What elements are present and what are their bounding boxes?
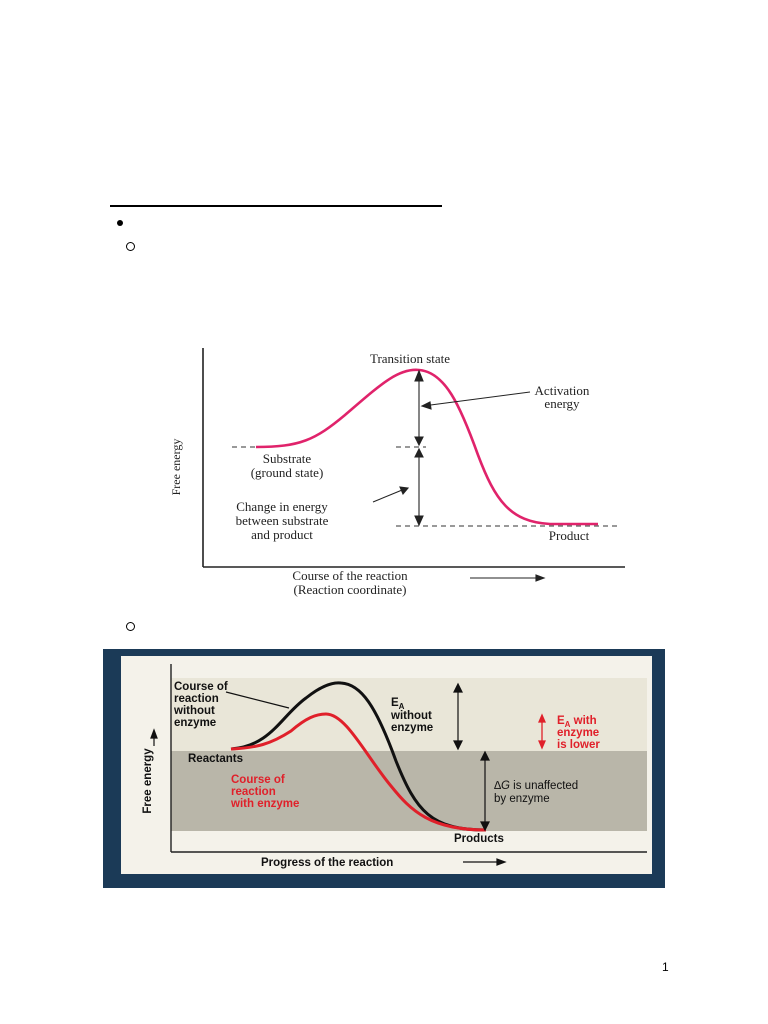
product-label: Product [549, 528, 590, 543]
arrow-head [420, 401, 432, 410]
course-with-label-line2: reaction [231, 786, 276, 798]
course-without-label-line1: Course of [174, 681, 228, 693]
delta-g-label-line2: by enzyme [494, 793, 550, 805]
activation-pointer-line [422, 391, 531, 407]
arrow-head [538, 740, 546, 750]
course-without-label-line4: enzyme [174, 717, 216, 729]
sub-bullet-point [126, 242, 135, 251]
sub-bullet-point [126, 622, 135, 631]
ea-with-label-line1: EA with [557, 715, 597, 729]
x-axis-label-line2: (Reaction coordinate) [294, 582, 407, 597]
arrow-head [150, 728, 158, 739]
course-without-label-line2: reaction [174, 693, 219, 705]
arrow-head [399, 486, 410, 496]
products-label: Products [454, 833, 504, 845]
change-label-line2: between substrate [236, 513, 329, 528]
curve-without-enzyme [230, 681, 487, 832]
arrow-head [535, 574, 546, 582]
change-label-line3: and product [251, 527, 313, 542]
upper-energy-band [171, 678, 647, 751]
y-axis-label: Free energy [142, 748, 154, 814]
ea-without-label-line3: enzyme [391, 722, 433, 734]
delta-g-label-line1: ∆G is unaffected [494, 780, 578, 792]
ea-without-label-line1: EA [391, 697, 405, 711]
activation-label-line1: Activation [535, 383, 590, 398]
activation-label-line2: energy [544, 396, 580, 411]
arrow-head [480, 750, 490, 761]
ea-with-label-line2: enzyme [557, 727, 599, 739]
horizontal-rule [110, 205, 442, 207]
y-axis-label: Free energy [169, 439, 183, 496]
without-pointer-line [225, 691, 290, 709]
arrow-head [414, 369, 424, 382]
curve-with-enzyme [230, 712, 487, 832]
arrow-head [480, 821, 490, 832]
ea-without-label-line2: without [390, 710, 432, 722]
transition-state-label: Transition state [370, 351, 450, 366]
reactants-label: Reactants [188, 753, 243, 765]
energy-diagram-figure: Transition state Activation energy Subst… [169, 348, 625, 597]
arrow-head [414, 515, 424, 527]
course-with-label-line3: with enzyme [230, 798, 299, 810]
page-number: 1 [662, 960, 669, 974]
bullet-point [117, 220, 123, 226]
arrow-head [414, 447, 424, 458]
course-without-label-line3: without [173, 705, 215, 717]
arrow-head [538, 713, 546, 723]
arrow-head [453, 682, 463, 693]
arrow-head [496, 858, 507, 866]
change-label-line1: Change in energy [236, 499, 328, 514]
substrate-label-line1: Substrate [263, 451, 312, 466]
enzyme-energy-diagram-figure: Course of reaction without enzyme EA wit… [121, 656, 652, 874]
course-with-label-line1: Course of [231, 774, 285, 786]
x-axis-label: Progress of the reaction [261, 857, 393, 869]
x-axis-label-line1: Course of the reaction [292, 568, 408, 583]
arrow-head [453, 740, 463, 751]
arrow-head [414, 436, 424, 447]
substrate-label-line2: (ground state) [251, 465, 324, 480]
ea-with-label-line3: is lower [557, 739, 600, 751]
reaction-curve [255, 368, 598, 526]
